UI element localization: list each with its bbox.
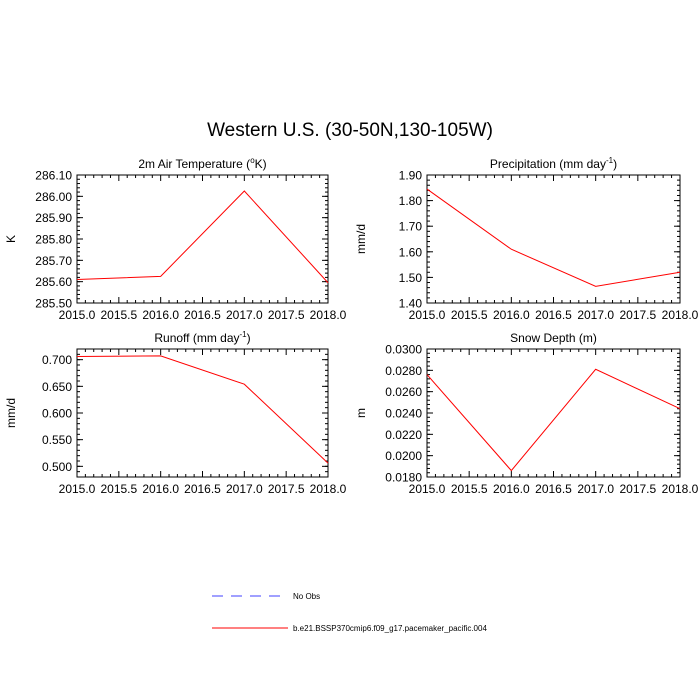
y-axis-label: K (4, 235, 18, 243)
y-tick-label: 0.550 (42, 433, 72, 447)
y-tick-label: 285.70 (35, 254, 72, 268)
panel-title-tail: K) (255, 157, 267, 171)
x-tick-label: 2016.0 (142, 482, 179, 496)
panel-3: 2015.0 2015.5 2016.0 2016.5 2017.0 2017.5 2018… (4, 330, 347, 496)
x-tick-label: 2016.5 (535, 308, 572, 322)
y-tick-label: 0.0240 (385, 407, 422, 421)
y-tick-label: 285.50 (35, 297, 72, 311)
x-tick-label: 2016.0 (493, 308, 530, 322)
x-tick-label: 2018.0 (310, 482, 347, 496)
x-tick-label: 2015.0 (59, 482, 96, 496)
legend-label-no-obs: No Obs (293, 592, 321, 601)
panel-4: 2015.0 2015.5 2016.0 2016.5 2017.0 2017.5 2018… (354, 331, 699, 496)
y-tick-label: 0.500 (42, 460, 72, 474)
panel-title: 2m Air Temperature (oK) (138, 156, 266, 171)
panel-title: Precipitation (mm day-1) (490, 156, 617, 171)
y-tick-label: 285.60 (35, 275, 72, 289)
x-tick-label: 2017.0 (577, 308, 614, 322)
y-tick-label: 1.80 (399, 194, 423, 208)
x-tick-label: 2016.0 (142, 308, 179, 322)
y-tick-label: 1.50 (399, 271, 423, 285)
x-tick-label: 2015.5 (451, 308, 488, 322)
plot-frame (76, 348, 329, 478)
y-tick-label: 0.0200 (385, 449, 422, 463)
x-tick-label: 2015.0 (59, 308, 96, 322)
plot-frame (426, 348, 681, 478)
x-tick-label: 2017.0 (226, 482, 263, 496)
x-tick-label: 2017.0 (577, 482, 614, 496)
x-tick-label: 2016.5 (535, 482, 572, 496)
y-tick-label: 0.0300 (385, 343, 422, 357)
x-tick-label: 2018.0 (310, 308, 347, 322)
panel-title-text: Runoff (mm day (154, 331, 239, 345)
y-tick-label: 0.0180 (385, 471, 422, 485)
x-tick-label: 2016.0 (493, 482, 530, 496)
x-tick-label: 2017.0 (226, 308, 263, 322)
x-tick-label: 2017.5 (268, 482, 305, 496)
panel-title-text: 2m Air Temperature ( (138, 157, 250, 171)
panel-title-text: Snow Depth (m) (510, 331, 597, 345)
y-tick-label: 285.80 (35, 233, 72, 247)
x-tick-label: 2015.0 (409, 308, 446, 322)
y-tick-label: 0.650 (42, 380, 72, 394)
panel-title-superscript: -1 (606, 156, 614, 165)
panel-2: 2015.0 2015.5 2016.0 2016.5 2017.0 2017.5 2018… (354, 156, 699, 322)
panel-title: Snow Depth (m) (510, 331, 597, 345)
series-line (426, 368, 681, 472)
x-tick-label: 2018.0 (662, 308, 699, 322)
main-title: Western U.S. (30-50N,130-105W) (207, 120, 493, 141)
series-line (76, 190, 329, 284)
y-axis-label: m (354, 408, 368, 418)
y-tick-label: 1.90 (399, 169, 423, 183)
panel-title-tail: ) (247, 331, 251, 345)
x-tick-label: 2016.5 (184, 482, 221, 496)
series-line (426, 188, 681, 287)
y-axis-label: mm/d (354, 224, 368, 254)
plot-frame (426, 174, 681, 304)
y-tick-label: 286.00 (35, 190, 72, 204)
x-tick-label: 2018.0 (662, 482, 699, 496)
y-tick-label: 1.40 (399, 297, 423, 311)
series-line (76, 355, 329, 464)
y-tick-label: 0.0280 (385, 364, 422, 378)
y-tick-label: 1.70 (399, 220, 423, 234)
y-tick-label: 285.90 (35, 211, 72, 225)
y-tick-label: 0.700 (42, 353, 72, 367)
x-tick-label: 2016.5 (184, 308, 221, 322)
y-tick-label: 1.60 (399, 245, 423, 259)
legend-label-model: b.e21.BSSP370cmip6.f09_g17.pacemaker_pac… (293, 624, 487, 633)
panel-title: Runoff (mm day-1) (154, 330, 250, 345)
x-tick-label: 2015.5 (100, 308, 137, 322)
x-tick-label: 2015.5 (451, 482, 488, 496)
x-tick-label: 2015.0 (409, 482, 446, 496)
x-tick-label: 2017.5 (268, 308, 305, 322)
panel-title-superscript: -1 (240, 330, 248, 339)
y-tick-label: 286.10 (35, 169, 72, 183)
panel-1: 2015.0 2015.5 2016.0 2016.5 2017.0 2017.5 2018… (4, 156, 347, 322)
x-tick-label: 2017.5 (619, 308, 656, 322)
panel-title-superscript: o (250, 156, 255, 165)
y-tick-label: 0.600 (42, 407, 72, 421)
plot-frame (76, 174, 329, 304)
y-tick-label: 0.0220 (385, 428, 422, 442)
y-tick-label: 0.0260 (385, 385, 422, 399)
x-tick-label: 2015.5 (100, 482, 137, 496)
panel-title-text: Precipitation (mm day (490, 157, 606, 171)
panel-title-tail: ) (613, 157, 617, 171)
y-axis-label: mm/d (4, 398, 18, 428)
x-tick-label: 2017.5 (619, 482, 656, 496)
